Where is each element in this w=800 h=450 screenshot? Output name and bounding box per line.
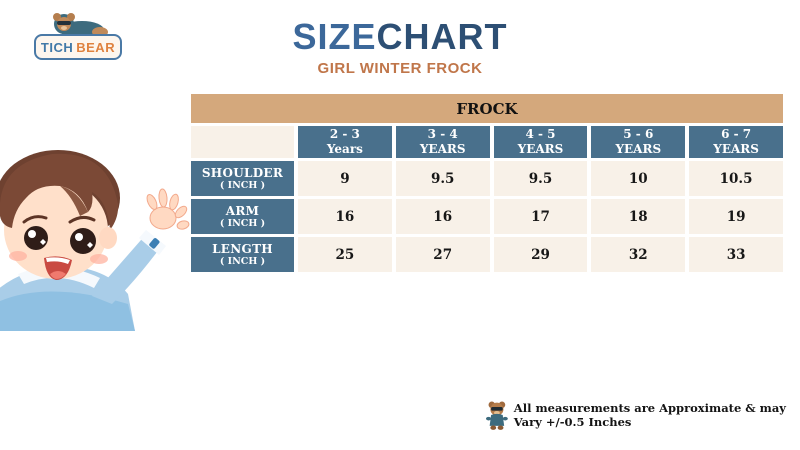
page-title-size: SIZE: [292, 16, 377, 57]
table-cell-length-6-7: 33: [689, 237, 783, 272]
table-cell-arm-6-7: 19: [689, 199, 783, 234]
row-label: SHOULDER: [201, 166, 284, 180]
page-title: SIZECHART: [0, 16, 800, 58]
disclaimer-text: All measurements are Approximate & may V…: [513, 401, 786, 429]
table-cell-length-2-3: 25: [298, 237, 392, 272]
column-header-years: YEARS: [615, 142, 662, 156]
column-header-years: YEARS: [419, 142, 466, 156]
row-header-shoulder: SHOULDER ( INCH ): [191, 161, 294, 196]
table-cell-arm-5-6: 18: [591, 199, 686, 234]
column-header-6-7: 6 - 7 YEARS: [689, 126, 783, 158]
table-cell-shoulder-6-7: 10.5: [689, 161, 783, 196]
row-label: LENGTH: [212, 242, 273, 256]
table-corner-cell: [191, 126, 294, 158]
disclaimer-row: All measurements are Approximate & may V…: [486, 394, 800, 436]
tichbear-logo: TICH BEAR: [28, 6, 128, 76]
table-cell-length-3-4: 27: [395, 237, 490, 272]
page-subtitle: GIRL WINTER FROCK: [317, 60, 483, 77]
waving-boy-illustration: [0, 150, 190, 331]
column-header-2-3: 2 - 3 Years: [298, 126, 392, 158]
column-header-years: Years: [326, 142, 363, 156]
row-header-length: LENGTH ( INCH ): [191, 237, 294, 272]
column-header-years: YEARS: [713, 142, 759, 156]
column-header-4-5: 4 - 5 YEARS: [493, 126, 588, 158]
column-header-age: 5 - 6: [623, 127, 654, 141]
logo-text-tich: TICH: [40, 39, 74, 55]
column-header-age: 3 - 4: [427, 127, 458, 141]
small-bear-icon: [486, 401, 508, 430]
table-cell-shoulder-4-5: 9.5: [493, 161, 588, 196]
column-header-age: 6 - 7: [721, 127, 752, 141]
table-grid: 2 - 3 Years 3 - 4 YEARS 4 - 5 YEARS 5 - …: [191, 126, 783, 272]
page-title-chart: CHART: [376, 16, 508, 57]
column-header-age: 2 - 3: [329, 127, 360, 141]
row-unit: ( INCH ): [219, 180, 266, 191]
table-cell-shoulder-3-4: 9.5: [395, 161, 490, 196]
table-cell-length-5-6: 32: [591, 237, 686, 272]
table-cell-shoulder-5-6: 10: [591, 161, 686, 196]
logo-badge: TICH BEAR: [34, 34, 122, 60]
column-header-years: YEARS: [517, 142, 564, 156]
row-unit: ( INCH ): [219, 256, 266, 267]
column-header-age: 4 - 5: [525, 127, 556, 141]
column-header-5-6: 5 - 6 YEARS: [591, 126, 686, 158]
column-header-3-4: 3 - 4 YEARS: [395, 126, 490, 158]
row-header-arm: ARM ( INCH ): [191, 199, 294, 234]
table-cell-arm-3-4: 16: [395, 199, 490, 234]
table-cell-arm-2-3: 16: [298, 199, 392, 234]
size-table: FROCK 2 - 3 Years 3 - 4 YEARS 4 - 5 YEAR…: [191, 94, 783, 272]
table-cell-arm-4-5: 17: [493, 199, 588, 234]
page-header: SIZECHART GIRL WINTER FROCK: [0, 16, 800, 77]
table-cell-shoulder-2-3: 9: [298, 161, 392, 196]
table-title-frock: FROCK: [191, 94, 783, 123]
logo-text-bear: BEAR: [76, 39, 116, 55]
table-cell-length-4-5: 29: [493, 237, 588, 272]
row-unit: ( INCH ): [219, 218, 266, 229]
row-label: ARM: [225, 204, 260, 218]
